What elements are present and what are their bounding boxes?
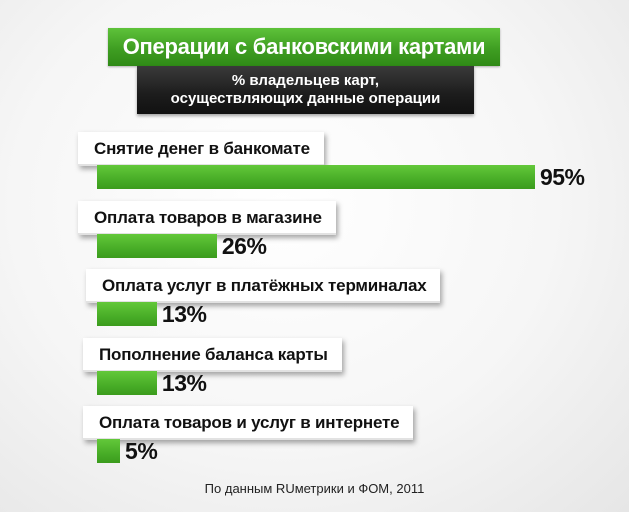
bar-value-label: 5% — [125, 438, 158, 464]
source-note: По данным RUметрики и ФОМ, 2011 — [204, 481, 425, 496]
bar-value-label: 13% — [161, 369, 207, 396]
bar — [97, 439, 121, 463]
chart-subtitle-line-1: % владельцев карт, — [231, 72, 380, 89]
bar — [97, 302, 157, 326]
bar — [97, 370, 157, 395]
bar-value-label: 13% — [161, 301, 207, 327]
chart-title: Операции с банковскими картами — [108, 28, 500, 66]
bar-value-label: 95% — [539, 164, 585, 190]
category-label: Снятие денег в банкомате — [78, 132, 324, 166]
category-label: Пополнение баланса карты — [83, 337, 342, 372]
bar — [97, 233, 217, 258]
chart-subtitle-line-2: осуществляющих данные операции — [170, 90, 441, 107]
chart-subtitle: % владельцев карт, осуществляющих данные… — [137, 66, 474, 114]
bar-value-label: 26% — [221, 232, 267, 259]
category-label: Оплата товаров в магазине — [78, 200, 336, 235]
category-label: Оплата услуг в платёжных терминалах — [86, 269, 441, 303]
category-label: Оплата товаров и услуг в интернете — [83, 406, 414, 440]
bar — [97, 165, 535, 189]
